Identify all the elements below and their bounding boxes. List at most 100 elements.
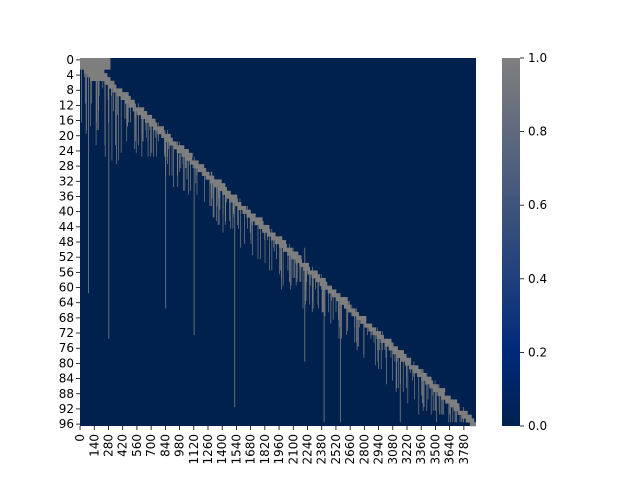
streak (120, 92, 122, 153)
streak (309, 270, 311, 286)
streak (363, 323, 365, 358)
streak (193, 156, 195, 169)
streak (85, 61, 87, 134)
streak (324, 278, 326, 316)
streak (95, 65, 97, 146)
streak (237, 198, 238, 225)
streak (386, 342, 387, 385)
streak (432, 380, 434, 396)
streak (168, 141, 170, 176)
heatmap-cell-row-89 (441, 395, 451, 400)
streak (452, 403, 454, 423)
streak (288, 247, 290, 267)
x-tick-label: 1680 (244, 434, 258, 465)
streak (233, 194, 235, 214)
streak (251, 213, 253, 225)
streak (222, 190, 224, 214)
streak (279, 243, 280, 275)
streak (229, 194, 231, 203)
streak (157, 130, 159, 142)
streaks-layer (81, 58, 467, 423)
streak (201, 164, 202, 172)
heatmap-cell-row-65 (344, 304, 351, 309)
heatmap-cell-row-85 (425, 380, 434, 385)
x-tick-label: 700 (144, 434, 158, 457)
streak (378, 331, 379, 370)
streak (192, 160, 194, 169)
streak (351, 304, 353, 316)
x-tick-label: 3220 (400, 434, 414, 465)
streak-long (339, 300, 341, 423)
streak (273, 232, 275, 248)
heatmap-cell-row-73 (376, 334, 384, 340)
heatmap-cell-row-46 (266, 232, 276, 237)
heatmap-cell-row-52 (291, 255, 302, 260)
streak (320, 274, 322, 290)
x-tick-label: 1120 (187, 434, 201, 465)
streak (260, 221, 261, 260)
heatmap-cell-row-50 (283, 247, 293, 252)
streak (127, 103, 128, 127)
streak (454, 403, 456, 423)
x-tick-label: 980 (173, 434, 187, 457)
streak (410, 361, 411, 373)
streak (373, 331, 375, 343)
streak (167, 133, 169, 150)
streak (176, 145, 178, 153)
streak (356, 315, 358, 351)
streak (370, 323, 372, 339)
streak (232, 202, 234, 229)
streak (173, 145, 174, 187)
streak (354, 315, 355, 328)
y-tick-label: 88 (59, 387, 74, 401)
streak (141, 114, 143, 157)
x-tick-label: 3080 (386, 434, 400, 465)
streak (145, 118, 147, 138)
streak-long (193, 164, 195, 335)
x-axis: 0 140 280 420 560 700 840 980 1120 1260 1400 1540 16… (73, 426, 471, 465)
colorbar-tick-label: 0.6 (528, 198, 547, 212)
streak (358, 312, 359, 347)
streak-long (234, 194, 236, 408)
streak (230, 194, 232, 229)
streak (205, 168, 207, 180)
streak (330, 289, 332, 324)
streak (195, 164, 197, 184)
streak (130, 99, 131, 123)
x-tick-label: 2100 (286, 434, 300, 465)
streak (305, 266, 307, 290)
y-tick-label: 20 (59, 129, 74, 143)
streak (331, 285, 333, 301)
streak (218, 183, 220, 225)
streak (150, 122, 151, 157)
streak (396, 353, 397, 389)
streak (397, 350, 399, 389)
streak (322, 278, 324, 305)
streak (229, 190, 230, 222)
streak (422, 369, 424, 411)
streak (440, 391, 442, 415)
heatmap-cell-row-78 (396, 353, 407, 359)
streak (271, 228, 273, 271)
streak (338, 300, 340, 339)
heatmap-cell-row-72 (372, 331, 382, 336)
colorbar-tick-label: 0.4 (528, 272, 547, 286)
streak (239, 198, 241, 210)
x-tick-label: 140 (87, 434, 101, 457)
heatmap-cell-row-71 (368, 327, 377, 332)
heatmap-cell-row-80 (404, 361, 412, 366)
streak (455, 403, 457, 423)
streak (257, 221, 259, 260)
x-tick-label: 420 (116, 434, 130, 457)
streak-long (399, 361, 401, 423)
streak (216, 183, 218, 206)
streak (213, 179, 215, 218)
y-tick-label: 8 (66, 83, 74, 97)
y-tick-label: 64 (59, 296, 74, 310)
streak (377, 334, 379, 362)
streak (445, 395, 446, 404)
streak (264, 224, 266, 263)
streak (392, 346, 393, 381)
streak (281, 240, 283, 248)
y-tick-label: 80 (59, 356, 74, 370)
